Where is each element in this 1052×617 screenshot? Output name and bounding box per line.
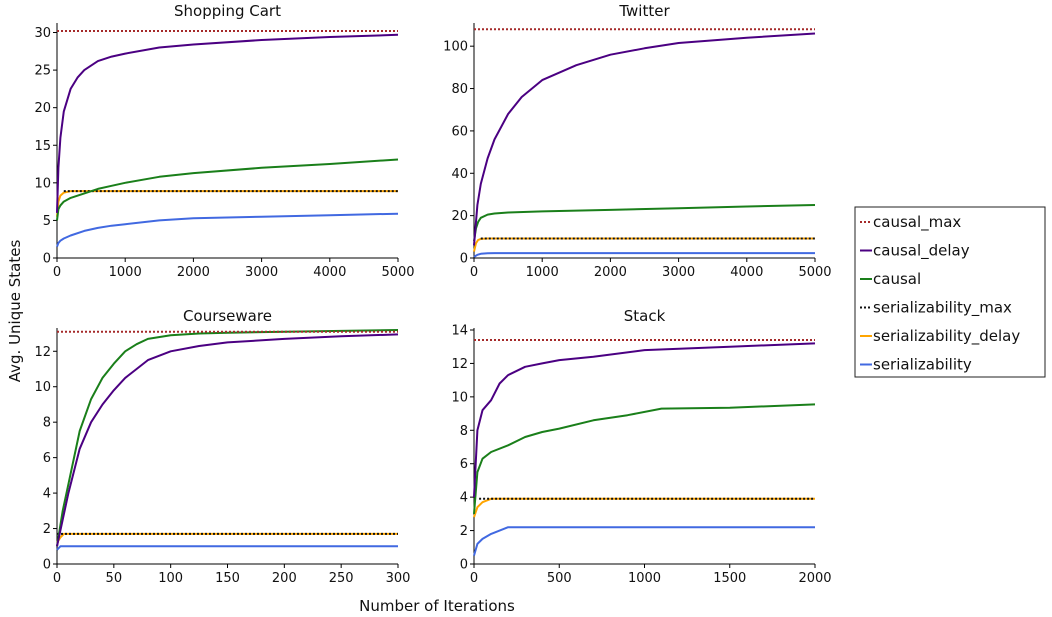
x-tick-label: 1000 bbox=[628, 571, 661, 586]
x-tick-label: 2000 bbox=[798, 571, 831, 586]
y-tick-label: 4 bbox=[460, 491, 468, 506]
y-tick-label: 5 bbox=[43, 214, 51, 229]
x-tick-label: 0 bbox=[53, 265, 61, 280]
y-tick-label: 20 bbox=[34, 101, 51, 116]
x-tick-label: 3000 bbox=[662, 265, 695, 280]
series-line-causal-delay bbox=[473, 32, 816, 246]
legend-frame bbox=[854, 206, 1046, 378]
panel-shopping-cart: Shopping Cart 0 5 10 15 20 25 30 0 1000 2000 3000 40… bbox=[34, 2, 414, 280]
x-tick-label: 50 bbox=[106, 571, 123, 586]
y-tick-label: 40 bbox=[451, 167, 468, 182]
y-tick-label: 25 bbox=[34, 64, 51, 79]
y-tick-label: 60 bbox=[451, 124, 468, 139]
y-tick-label: 2 bbox=[460, 524, 468, 539]
x-tick-label: 5000 bbox=[798, 265, 831, 280]
x-tick-label: 1500 bbox=[713, 571, 746, 586]
legend-item-causal: causal bbox=[860, 270, 921, 288]
legend-item-serializability: serializability bbox=[860, 356, 972, 374]
series-line-serializability bbox=[56, 545, 398, 551]
y-tick-label: 4 bbox=[43, 487, 51, 502]
legend-item-serializability-delay: serializability_delay bbox=[860, 327, 1020, 346]
x-tick-label: 200 bbox=[272, 571, 297, 586]
y-tick-label: 20 bbox=[451, 209, 468, 224]
x-tick-label: 0 bbox=[470, 265, 478, 280]
series-line-serializability-delay bbox=[473, 497, 815, 518]
legend-item-serializability-max: serializability_max bbox=[860, 299, 1012, 318]
legend-item-causal-max: causal_max bbox=[860, 213, 961, 232]
x-tick-label: 1000 bbox=[526, 265, 559, 280]
y-tick-label: 10 bbox=[34, 176, 51, 191]
panel-stack: Stack 0 2 4 6 8 10 12 14 0 500 1000 1500 2000 bbox=[451, 307, 831, 586]
series-line-serializability bbox=[473, 252, 815, 258]
x-tick-label: 100 bbox=[158, 571, 183, 586]
x-tick-label: 0 bbox=[53, 571, 61, 586]
series-line-causal bbox=[473, 403, 816, 514]
y-tick-label: 80 bbox=[451, 82, 468, 97]
panel-title: Courseware bbox=[183, 307, 272, 325]
y-tick-label: 12 bbox=[34, 345, 51, 360]
y-tick-label: 12 bbox=[451, 357, 468, 372]
x-axis-label: Number of Iterations bbox=[359, 597, 515, 615]
legend-item-causal-delay: causal_delay bbox=[860, 242, 970, 261]
series-line-serializability bbox=[56, 212, 399, 248]
y-tick-label: 0 bbox=[460, 558, 468, 573]
y-tick-label: 10 bbox=[451, 390, 468, 405]
legend-label: causal_max bbox=[873, 213, 961, 232]
y-tick-label: 15 bbox=[34, 139, 51, 154]
x-tick-label: 4000 bbox=[730, 265, 763, 280]
panel-title: Stack bbox=[624, 307, 666, 325]
y-axis-label: Avg. Unique States bbox=[6, 240, 24, 383]
panel-title: Shopping Cart bbox=[174, 2, 281, 20]
y-tick-label: 30 bbox=[34, 26, 51, 41]
panel-courseware: Courseware 0 2 4 6 8 10 12 0 50 100 150 200 250 300 bbox=[34, 307, 410, 586]
x-tick-label: 4000 bbox=[313, 265, 346, 280]
series-line-causal-delay bbox=[473, 342, 816, 498]
series-line-serializability-delay bbox=[56, 532, 398, 544]
x-tick-label: 3000 bbox=[245, 265, 278, 280]
y-tick-label: 8 bbox=[43, 416, 51, 431]
y-tick-label: 6 bbox=[43, 451, 51, 466]
series-line-causal bbox=[56, 329, 399, 547]
x-tick-label: 250 bbox=[329, 571, 354, 586]
x-tick-label: 5000 bbox=[381, 265, 414, 280]
legend-label: serializability bbox=[873, 356, 972, 374]
y-tick-label: 0 bbox=[460, 252, 468, 267]
x-tick-label: 1000 bbox=[109, 265, 142, 280]
y-tick-label: 0 bbox=[43, 252, 51, 267]
x-tick-label: 0 bbox=[470, 571, 478, 586]
y-tick-label: 10 bbox=[34, 380, 51, 395]
x-tick-label: 2000 bbox=[594, 265, 627, 280]
x-tick-label: 500 bbox=[547, 571, 572, 586]
y-tick-label: 100 bbox=[443, 40, 468, 55]
legend-label: causal bbox=[873, 270, 921, 288]
x-tick-label: 150 bbox=[215, 571, 240, 586]
y-tick-label: 6 bbox=[460, 457, 468, 472]
y-tick-label: 8 bbox=[460, 424, 468, 439]
y-tick-label: 2 bbox=[43, 522, 51, 537]
series-line-serializability bbox=[473, 526, 815, 556]
legend-label: serializability_delay bbox=[873, 327, 1020, 346]
y-tick-label: 14 bbox=[451, 324, 468, 339]
legend-label: serializability_max bbox=[873, 299, 1012, 318]
series-line-causal-delay bbox=[56, 333, 399, 547]
y-tick-label: 0 bbox=[43, 558, 51, 573]
panel-title: Twitter bbox=[618, 2, 670, 20]
series-line-causal-delay bbox=[56, 33, 399, 213]
x-tick-label: 2000 bbox=[177, 265, 210, 280]
series-line-serializability-delay bbox=[473, 237, 815, 252]
x-tick-label: 300 bbox=[386, 571, 411, 586]
legend-label: causal_delay bbox=[873, 242, 970, 261]
series-line-serializability-delay bbox=[56, 190, 398, 217]
series-line-causal bbox=[56, 158, 399, 221]
series-line-causal bbox=[473, 204, 816, 242]
